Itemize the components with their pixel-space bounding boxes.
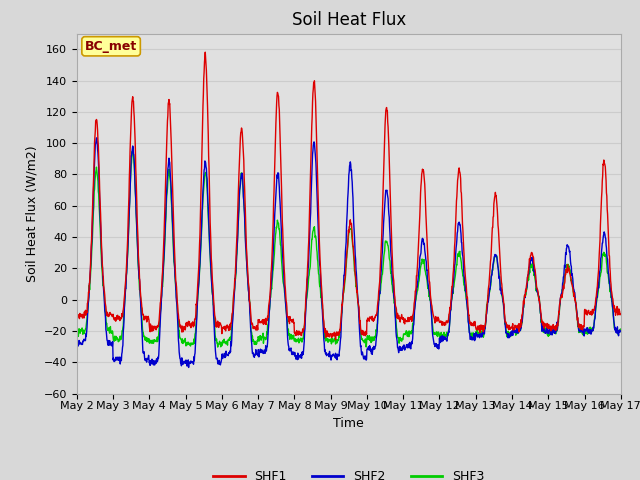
SHF2 <box>73 346 81 351</box>
SHF1 <box>255 319 263 325</box>
SHF3 <box>129 146 137 152</box>
SHF3 <box>181 338 189 344</box>
X-axis label: Time: Time <box>333 417 364 430</box>
SHF2 <box>93 135 100 141</box>
SHF3 <box>73 324 81 330</box>
SHF2 <box>553 326 561 332</box>
SHF3 <box>553 328 561 334</box>
SHF1 <box>616 311 624 317</box>
Text: BC_met: BC_met <box>85 40 137 53</box>
Line: SHF3: SHF3 <box>77 149 620 347</box>
SHF1 <box>194 282 202 288</box>
Line: SHF2: SHF2 <box>77 138 620 368</box>
SHF3 <box>505 332 513 337</box>
SHF2 <box>434 346 442 351</box>
Y-axis label: Soil Heat Flux (W/m2): Soil Heat Flux (W/m2) <box>25 145 38 282</box>
SHF3 <box>255 338 263 344</box>
SHF2 <box>616 329 624 335</box>
SHF2 <box>195 283 202 289</box>
Line: SHF1: SHF1 <box>77 52 620 340</box>
SHF2 <box>255 349 263 355</box>
SHF3 <box>616 326 624 332</box>
SHF1 <box>505 327 513 333</box>
Title: Soil Heat Flux: Soil Heat Flux <box>292 11 406 29</box>
SHF3 <box>434 334 442 339</box>
SHF3 <box>194 290 202 296</box>
SHF2 <box>505 331 513 337</box>
SHF1 <box>553 327 561 333</box>
SHF1 <box>202 49 209 55</box>
SHF1 <box>73 309 81 315</box>
SHF1 <box>180 325 188 331</box>
SHF3 <box>214 344 221 350</box>
SHF1 <box>434 318 442 324</box>
SHF1 <box>332 337 339 343</box>
SHF2 <box>181 359 189 364</box>
Legend: SHF1, SHF2, SHF3: SHF1, SHF2, SHF3 <box>209 465 489 480</box>
SHF2 <box>185 365 193 371</box>
